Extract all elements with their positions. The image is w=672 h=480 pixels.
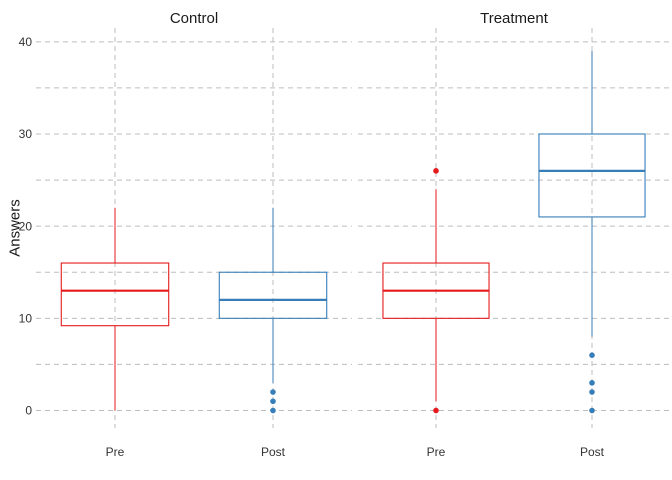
y-tick-label: 40 <box>19 35 33 49</box>
outlier-point <box>433 407 439 414</box>
x-tick-label-pre: Pre <box>106 445 125 459</box>
y-axis-title: Answers <box>6 199 23 257</box>
box-iqr <box>60 262 170 327</box>
y-tick-label: 30 <box>19 127 33 141</box>
marks-layer <box>60 51 646 414</box>
box-iqr <box>218 271 328 319</box>
x-tick-label-pre: Pre <box>427 445 446 459</box>
outlier-point <box>589 352 595 358</box>
grid-layer <box>36 28 670 428</box>
outlier-point <box>589 389 595 395</box>
box-treatment-post <box>538 51 646 414</box>
y-tick-label: 20 <box>19 219 33 233</box>
box-control-post <box>218 207 328 414</box>
outlier-point <box>270 407 276 414</box>
outlier-point <box>270 398 276 405</box>
box-iqr <box>538 133 646 218</box>
y-tick-label: 10 <box>19 312 33 326</box>
labels-layer: 0 10 20 30 40 Pre Post Pre Post <box>19 35 605 459</box>
box-control-pre <box>60 207 170 411</box>
outlier-point <box>589 380 595 386</box>
facet-title-treatment: Treatment <box>480 10 549 27</box>
y-tick-label: 0 <box>25 404 32 418</box>
box-treatment-pre <box>382 168 490 414</box>
outlier-point <box>433 168 439 174</box>
outlier-point <box>270 389 276 395</box>
x-tick-label-post: Post <box>261 445 286 459</box>
x-tick-label-post: Post <box>580 445 605 459</box>
outlier-point <box>589 407 595 414</box>
facet-title-control: Control <box>170 10 218 27</box>
